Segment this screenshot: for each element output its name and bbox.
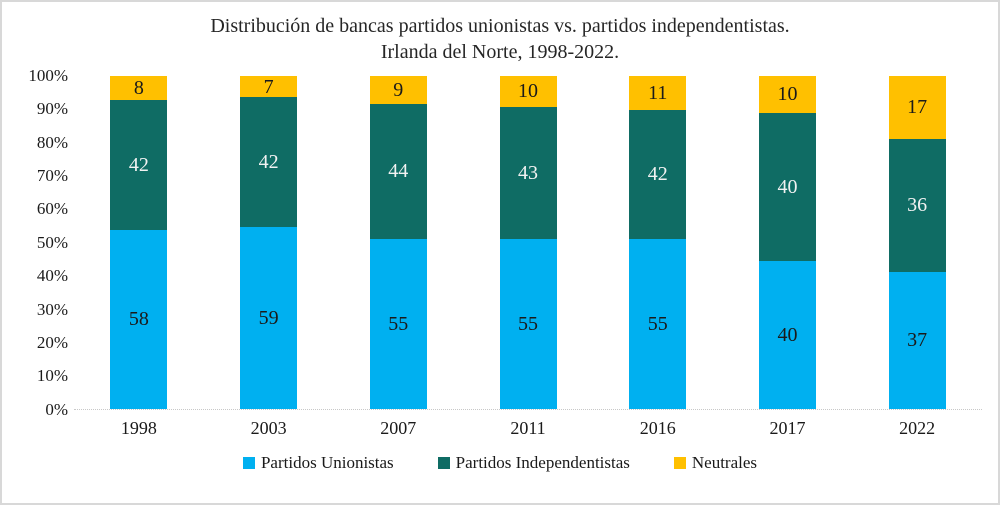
x-axis-label: 2022 (899, 417, 936, 438)
legend-label: Partidos Independentistas (455, 452, 630, 472)
bars-container: 8 42 58 7 42 59 9 44 55 10 43 55 11 42 55 10 40 40 17 36 37 (74, 75, 982, 409)
bar-segment-value: 10 (777, 83, 798, 106)
y-axis-tick-label: 40% (36, 266, 68, 286)
bar-segment: 55 (629, 239, 687, 409)
stacked-bar-2011: 10 43 55 (499, 75, 557, 409)
bar-segment: 55 (369, 239, 427, 409)
bar-slot-2011: 10 43 55 (463, 75, 593, 409)
bar-segment-value: 40 (777, 323, 798, 346)
bar-slot-2003: 7 42 59 (204, 75, 334, 409)
bar-segment-value: 42 (647, 163, 668, 186)
bar-segment: 55 (499, 239, 557, 409)
y-axis-tick-label: 30% (36, 299, 68, 319)
y-axis-tick-label: 90% (36, 99, 68, 119)
bar-segment: 11 (629, 75, 687, 110)
legend-label: Partidos Unionistas (260, 452, 394, 472)
legend: Partidos Unionistas Partidos Independenti… (2, 453, 998, 473)
chart-title: Distribución de bancas partidos unionist… (2, 13, 998, 66)
bar-segment: 42 (240, 97, 298, 227)
x-axis-label: 2016 (639, 417, 676, 438)
y-axis-tick-label: 80% (36, 132, 68, 152)
x-axis-label: 2007 (380, 417, 417, 438)
legend-label: Neutrales (691, 452, 758, 472)
bar-segment: 8 (110, 75, 168, 101)
bar-segment-value: 42 (258, 151, 279, 174)
bar-segment-value: 7 (263, 75, 274, 98)
bar-segment-value: 9 (393, 78, 404, 101)
bar-slot-2017: 10 40 40 (723, 75, 853, 409)
x-axis-label: 2017 (769, 417, 806, 438)
legend-item: Neutrales (673, 452, 758, 473)
bar-segment-value: 8 (133, 77, 144, 100)
stacked-bar-1998: 8 42 58 (110, 75, 168, 409)
y-axis-tick-label: 50% (36, 232, 68, 252)
bar-segment: 37 (888, 271, 946, 409)
plot-area: 8 42 58 7 42 59 9 44 55 10 43 55 11 42 55 10 40 40 17 36 37 (74, 75, 982, 410)
y-axis-tick-label: 60% (36, 199, 68, 219)
bar-segment-value: 44 (388, 160, 409, 183)
bar-slot-2016: 11 42 55 (593, 75, 723, 409)
x-axis-label: 2003 (250, 417, 287, 438)
bar-segment-value: 55 (388, 312, 409, 335)
bar-segment: 43 (499, 106, 557, 240)
bar-segment-value: 55 (518, 312, 539, 335)
legend-swatch-icon (673, 456, 686, 469)
chart-title-line1: Distribución de bancas partidos unionist… (210, 15, 790, 37)
bar-segment: 9 (369, 75, 427, 104)
plot-region: 0% 10% 20% 30% 40% 50% 60% 70% 80% 90% 100% 8 42 58 7… (12, 66, 982, 419)
bar-slot-2007: 9 44 55 (333, 75, 463, 409)
bar-segment-value: 55 (647, 312, 668, 335)
bar-segment-value: 17 (907, 96, 928, 119)
bar-segment: 42 (629, 109, 687, 240)
stacked-bar-2017: 10 40 40 (758, 75, 816, 409)
bar-segment-value: 36 (907, 194, 928, 217)
bar-slot-1998: 8 42 58 (74, 75, 204, 409)
bar-segment: 42 (110, 100, 168, 230)
y-axis-tick-label: 70% (36, 165, 68, 185)
bar-segment-value: 42 (128, 154, 149, 177)
stacked-bar-2003: 7 42 59 (240, 75, 298, 409)
x-axis: 1998 2003 2007 2011 2016 2017 2022 (74, 418, 982, 439)
bar-segment: 40 (758, 112, 816, 261)
x-axis-label: 1998 (120, 417, 157, 438)
legend-swatch-icon (437, 456, 450, 469)
y-axis-tick-label: 20% (36, 332, 68, 352)
stacked-bar-2022: 17 36 37 (888, 75, 946, 409)
legend-swatch-icon (242, 456, 255, 469)
bar-segment-value: 40 (777, 175, 798, 198)
bar-segment-value: 43 (518, 161, 539, 184)
bar-segment: 44 (369, 103, 427, 240)
bar-segment: 17 (888, 75, 946, 139)
bar-segment-value: 10 (518, 80, 539, 103)
bar-segment: 58 (110, 229, 168, 409)
y-axis: 0% 10% 20% 30% 40% 50% 60% 70% 80% 90% 100% (12, 66, 74, 419)
legend-item: Partidos Independentistas (437, 452, 630, 473)
y-axis-tick-label: 100% (28, 65, 68, 85)
x-axis-label: 2011 (510, 417, 546, 438)
bar-segment: 10 (758, 75, 816, 113)
bar-segment: 7 (240, 75, 298, 98)
bar-slot-2022: 17 36 37 (852, 75, 982, 409)
bar-segment: 10 (499, 75, 557, 107)
y-axis-tick-label: 0% (45, 399, 68, 419)
bar-segment: 59 (240, 226, 298, 409)
legend-item: Partidos Unionistas (242, 452, 394, 473)
bar-segment-value: 58 (128, 308, 149, 331)
bar-segment: 40 (758, 260, 816, 409)
bar-segment-value: 59 (258, 306, 279, 329)
stacked-bar-2007: 9 44 55 (369, 75, 427, 409)
bar-segment: 36 (888, 138, 946, 272)
chart-title-line2: Irlanda del Norte, 1998-2022. (380, 41, 620, 64)
y-axis-tick-label: 10% (36, 366, 68, 386)
bar-segment-value: 11 (648, 81, 668, 104)
stacked-bar-2016: 11 42 55 (629, 75, 687, 409)
bar-segment-value: 37 (907, 329, 928, 352)
